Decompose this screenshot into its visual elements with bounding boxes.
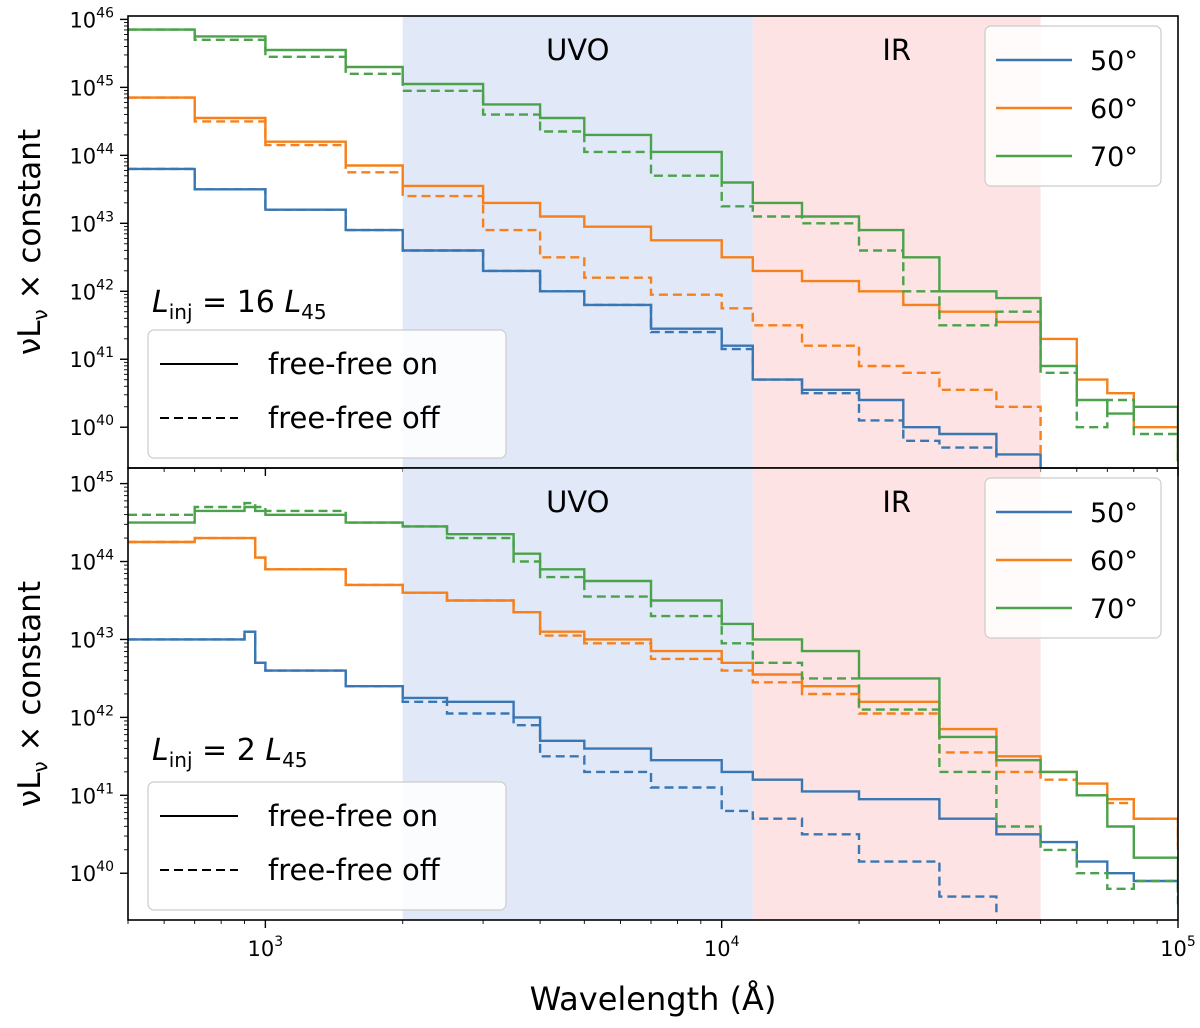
legend-label-50deg: 50° bbox=[1090, 498, 1138, 529]
y-tick-label: 1041 bbox=[69, 345, 114, 372]
band-label-ir: IR bbox=[882, 485, 911, 519]
panel-top: UVO IR 1040 1041 1042 1043 1044 1045 1046 νLν × c… bbox=[12, 5, 1179, 476]
legend-label-50deg: 50° bbox=[1090, 46, 1138, 77]
y-tick-label: 1046 bbox=[69, 5, 114, 32]
y-tick-label: 1040 bbox=[69, 859, 114, 886]
panel-bottom: UVO IR 1040 1041 1042 1043 1044 1045 νLν × const… bbox=[12, 467, 1179, 928]
x-axis-label: Wavelength (Å) bbox=[530, 980, 777, 1018]
series-50deg-off bbox=[128, 630, 998, 913]
series-70deg-off bbox=[128, 28, 1178, 462]
annotation-linj: Linj = 2 L45 bbox=[152, 733, 308, 772]
y-axis-label: νLν × constant bbox=[12, 581, 52, 807]
legend-label-dashed: free-free off bbox=[268, 853, 441, 887]
legend-angles bbox=[984, 25, 1162, 187]
legend-label-solid: free-free on bbox=[268, 347, 438, 381]
series-60deg-off bbox=[128, 96, 1042, 455]
band-label-uvo: UVO bbox=[546, 33, 609, 67]
band-label-uvo: UVO bbox=[546, 485, 609, 519]
y-tick-label: 1042 bbox=[69, 703, 114, 730]
y-tick-label: 1042 bbox=[69, 277, 114, 304]
series-50deg-off bbox=[128, 167, 998, 462]
legend-label-solid: free-free on bbox=[268, 799, 438, 833]
y-tick-label: 1041 bbox=[69, 781, 114, 808]
x-tick-label: 103 bbox=[248, 934, 284, 961]
y-tick-label: 1044 bbox=[69, 548, 114, 575]
band-label-ir: IR bbox=[882, 33, 911, 67]
legend-angles bbox=[984, 477, 1162, 639]
legend-label-70deg: 70° bbox=[1090, 142, 1138, 173]
y-tick-label: 1045 bbox=[69, 470, 114, 497]
legend-label-dashed: free-free off bbox=[268, 401, 441, 435]
legend-label-70deg: 70° bbox=[1090, 594, 1138, 625]
y-tick-label: 1043 bbox=[69, 209, 114, 236]
series-group bbox=[128, 501, 1178, 913]
legend-label-60deg: 60° bbox=[1090, 546, 1138, 577]
y-tick-label: 1043 bbox=[69, 625, 114, 652]
y-tick-label: 1040 bbox=[69, 413, 114, 440]
series-50deg-on bbox=[128, 167, 1042, 468]
x-tick-label: 105 bbox=[1160, 934, 1196, 961]
legend-linestyle bbox=[147, 781, 507, 911]
y-axis-label: νLν × constant bbox=[12, 129, 52, 355]
annotation-linj: Linj = 16 L45 bbox=[152, 285, 327, 324]
series-group bbox=[128, 28, 1178, 468]
series-70deg-off bbox=[128, 501, 1178, 905]
legend-label-60deg: 60° bbox=[1090, 94, 1138, 125]
y-tick-label: 1044 bbox=[69, 141, 114, 168]
series-60deg-on bbox=[128, 96, 1178, 462]
x-tick-label: 104 bbox=[704, 934, 740, 961]
series-60deg-off bbox=[128, 536, 1178, 850]
legend-linestyle bbox=[147, 329, 507, 459]
y-tick-label: 1045 bbox=[69, 73, 114, 100]
